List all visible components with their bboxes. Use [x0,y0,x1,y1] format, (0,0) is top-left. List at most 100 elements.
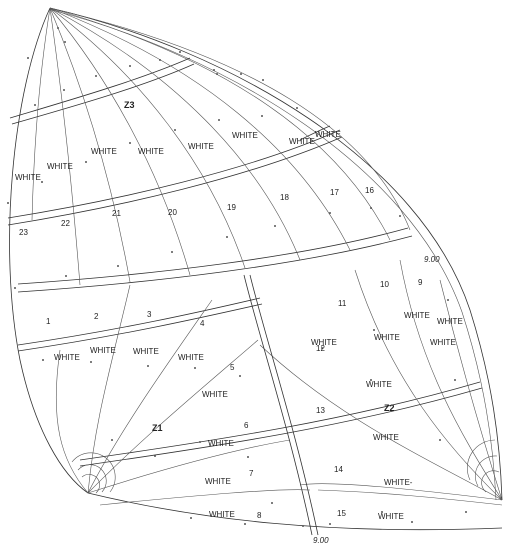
panel-marker-dot [64,41,66,43]
panel-marker-dot [213,69,215,71]
panel-marker-dot [95,75,97,77]
dimension-label-leech: 9.00 [424,255,440,264]
panel-marker-dot [399,215,401,217]
panel-marker-dot [14,287,16,289]
panel-marker-dot [129,142,131,144]
clew-radial-4 [439,279,503,501]
sail-outline-and-seams [7,7,503,536]
tack-radial-5 [55,349,89,494]
color-label: WHITE [208,439,234,448]
lower-panel-divider-right [317,489,503,506]
panel-number-21: 21 [112,209,121,218]
color-label: WHITE- [384,478,413,487]
radial-seam-3 [49,7,131,283]
panel-marker-dot [271,502,273,504]
tack-patch-arc-2 [77,464,107,493]
panel-number-17: 17 [330,188,339,197]
panel-number-22: 22 [61,219,70,228]
panel-number-1: 1 [46,317,51,326]
panel-number-9: 9 [418,278,423,287]
radial-seam-1 [31,7,51,221]
sail-foot-edge [87,492,503,531]
vertical-seam-center-b [249,274,319,536]
radial-seam-7 [49,7,351,251]
panel-number-10: 10 [380,280,389,289]
panel-number-16: 16 [365,186,374,195]
radial-seam-8 [49,7,391,241]
panel-marker-dot [129,65,131,67]
color-label: WHITE [90,346,116,355]
color-label: WHITE [373,433,399,442]
clew-patch-arc-3 [481,470,500,493]
panel-marker-dot [370,379,372,381]
panel-number-6: 6 [244,421,249,430]
panel-marker-dot [239,375,241,377]
panel-marker-dot [321,347,323,349]
panel-marker-dot [90,361,92,363]
panel-number-18: 18 [280,193,289,202]
panel-marker-dot [41,181,43,183]
panel-number-13: 13 [316,406,325,415]
panel-number-4: 4 [200,319,205,328]
seam-band-lower-b [79,387,483,467]
seam-band-lower [79,381,481,461]
panel-number-7: 7 [249,469,254,478]
panel-number-3: 3 [147,310,152,319]
color-label: WHITE [311,338,337,347]
panel-number-23: 23 [19,228,28,237]
color-label: WHITE [133,347,159,356]
panel-marker-dot [370,207,372,209]
color-label: WHITE [378,512,404,521]
clew-patch-arc-2 [474,455,498,487]
panel-marker-dot [465,511,467,513]
color-label: WHITE [366,380,392,389]
panel-marker-dot [179,51,181,53]
panel-marker-dot [174,129,176,131]
seam-band-mid-upper [7,129,341,219]
clew-radial-5 [299,483,503,501]
radial-seam-6 [49,7,301,261]
panel-marker-dot [262,79,264,81]
panel-marker-dot [240,73,242,75]
seam-band-top [9,57,191,119]
panel-marker-dot [199,441,201,443]
sail-leech-inner [51,9,497,501]
zone-label-z2: Z2 [384,403,395,413]
color-label: WHITE [430,338,456,347]
panel-marker-dot [411,521,413,523]
zone-label-z1: Z1 [152,423,163,433]
panel-marker-dot [190,517,192,519]
color-label: WHITE [47,162,73,171]
panel-marker-dot [171,251,173,253]
panel-marker-dot [226,236,228,238]
panel-marker-dot [247,456,249,458]
lower-panel-divider [99,489,311,506]
panel-marker-dot [57,27,59,29]
clew-radial-3 [399,259,503,501]
panel-marker-dot [439,439,441,441]
tack-patch-arc-1 [71,452,116,493]
panel-number-12: 12 [316,344,325,353]
color-label: WHITE [138,147,164,156]
panel-marker-dot [65,275,67,277]
seam-band-mid-upper-b [7,136,343,226]
panel-marker-dot [7,202,9,204]
panel-marker-dot [274,225,276,227]
panel-marker-dot [27,57,29,59]
clew-radial-1 [259,344,503,501]
color-label: WHITE [232,131,258,140]
seam-band-mid [17,227,409,285]
panel-marker-dot [296,107,298,109]
panel-marker-dot [373,329,375,331]
panel-marker-dot [218,119,220,121]
tack-radial-2 [87,299,213,494]
panel-marker-dot [154,455,156,457]
zone-label-z3: Z3 [124,100,135,110]
panel-number-11: 11 [338,299,347,308]
seam-band-low [17,297,261,346]
color-label: WHITE [437,317,463,326]
panel-number-15: 15 [337,509,346,518]
panel-number-14: 14 [334,465,343,474]
tack-radial-4 [87,439,291,494]
